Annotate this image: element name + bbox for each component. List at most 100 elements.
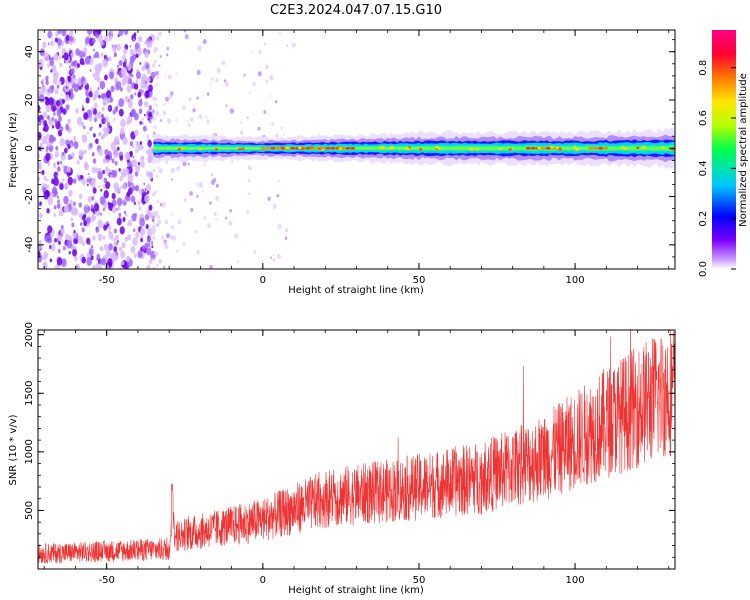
noise-blob — [78, 50, 84, 59]
snr-y-tick-label: 1500 — [24, 381, 35, 406]
noise-blob — [83, 125, 86, 130]
noise-blob — [73, 141, 79, 149]
noise-blob — [161, 201, 166, 208]
noise-blob — [130, 245, 136, 254]
noise-blob — [145, 183, 152, 193]
noise-blob — [124, 151, 131, 161]
noise-blob — [224, 216, 228, 220]
noise-blob — [154, 190, 157, 194]
noise-blob — [92, 152, 95, 156]
noise-blob — [146, 247, 152, 256]
noise-blob — [47, 162, 50, 167]
noise-blob — [108, 56, 112, 62]
noise-blob — [141, 122, 144, 125]
noise-blob — [265, 64, 269, 70]
spectrogram-y-tick-label: 0 — [24, 145, 35, 151]
noise-blob — [155, 110, 160, 116]
noise-blob — [114, 234, 119, 241]
noise-blob — [120, 168, 127, 178]
noise-blob — [103, 189, 109, 199]
noise-blob — [42, 42, 47, 49]
noise-blob — [53, 205, 57, 210]
noise-blob — [102, 235, 106, 240]
signal-spot — [388, 147, 393, 150]
noise-blob — [155, 102, 158, 106]
noise-blob — [81, 240, 86, 247]
noise-blob — [145, 80, 148, 84]
noise-blob — [284, 236, 288, 240]
noise-blob — [117, 34, 120, 38]
noise-blob — [95, 138, 99, 145]
noise-blob — [156, 263, 159, 267]
noise-blob — [59, 62, 63, 68]
noise-blob — [285, 44, 289, 48]
noise-blob — [140, 155, 145, 162]
noise-blob — [39, 48, 45, 57]
noise-blob — [277, 223, 282, 230]
noise-blob — [99, 80, 106, 90]
signal-spot — [621, 146, 626, 149]
noise-blob — [105, 116, 110, 123]
colorbar-tick-label: 0.6 — [698, 110, 709, 126]
noise-blob — [51, 64, 57, 73]
noise-blob — [129, 55, 135, 63]
signal-spot — [469, 148, 474, 151]
strong-signal-mark — [530, 146, 536, 150]
noise-blob — [94, 89, 100, 98]
noise-blob — [102, 169, 106, 175]
colorbar-tick-label: 0.8 — [698, 60, 709, 76]
signal-spot — [508, 148, 512, 151]
noise-blob — [59, 160, 63, 165]
noise-blob — [196, 250, 200, 255]
noise-blob — [81, 134, 88, 143]
snr-y-axis: 500 1000 1500 2000 — [24, 322, 675, 558]
noise-blob — [147, 242, 151, 248]
noise-blob — [42, 254, 47, 261]
noise-blob — [135, 231, 140, 239]
noise-blob — [116, 43, 122, 52]
noise-blob — [88, 91, 93, 98]
noise-blob — [137, 91, 142, 98]
noise-blob — [42, 261, 48, 269]
noise-blob — [71, 49, 74, 53]
noise-blob — [69, 35, 74, 42]
noise-blob — [190, 207, 194, 213]
noise-blob — [48, 118, 52, 124]
noise-blob — [274, 100, 278, 104]
noise-blob — [78, 149, 84, 157]
signal-spot — [418, 148, 423, 151]
noise-blob — [137, 35, 143, 43]
noise-blob — [69, 199, 73, 205]
noise-blob — [117, 64, 120, 68]
noise-blob — [72, 248, 78, 257]
noise-blob — [103, 224, 108, 231]
noise-blob — [280, 126, 283, 130]
noise-blob — [97, 86, 100, 91]
noise-blob — [246, 116, 249, 119]
noise-blob — [65, 34, 70, 42]
noise-blob — [162, 110, 167, 116]
noise-blob — [46, 133, 50, 140]
noise-blob — [139, 217, 146, 227]
noise-blob — [267, 196, 271, 201]
noise-blob — [248, 91, 251, 94]
noise-blob — [152, 109, 155, 113]
noise-blob — [40, 119, 44, 125]
noise-blob — [118, 30, 124, 36]
noise-blob — [128, 78, 133, 85]
noise-blob — [146, 209, 151, 216]
noise-blob — [113, 182, 120, 191]
noise-blob — [47, 30, 53, 39]
noise-blob — [98, 123, 102, 128]
spectrogram-x-label: Height of straight line (km) — [288, 285, 424, 296]
noise-blob — [70, 68, 75, 75]
signal-spot — [550, 146, 554, 149]
noise-blob — [146, 236, 152, 243]
snr-panel: -50 0 50 100 500 1000 1500 2000 Height of stra… — [8, 322, 676, 596]
noise-blob — [209, 201, 212, 205]
noise-blob — [75, 48, 81, 56]
noise-blob — [215, 78, 219, 83]
noise-blob — [151, 245, 154, 249]
noise-blob — [108, 243, 113, 251]
noise-blob — [275, 133, 279, 139]
